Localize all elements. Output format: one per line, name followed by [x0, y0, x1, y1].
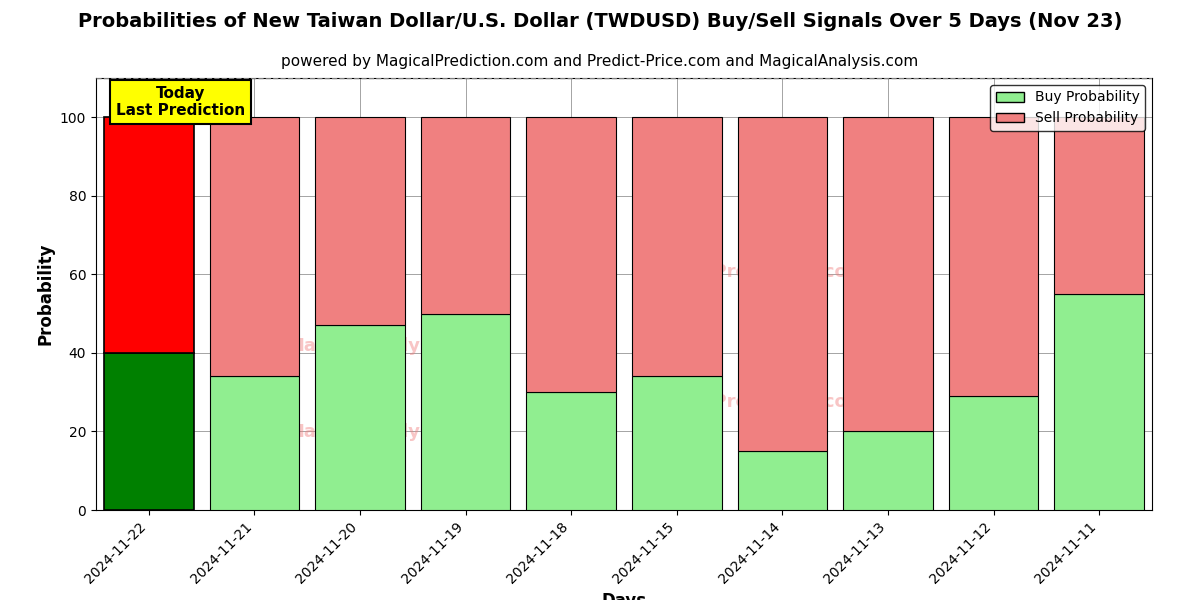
Text: Today
Last Prediction: Today Last Prediction [116, 86, 245, 118]
X-axis label: Days: Days [601, 592, 647, 600]
Bar [844, 117, 932, 431]
Bar [632, 117, 721, 376]
Text: MagicalAnalysis.com: MagicalAnalysis.com [287, 337, 497, 355]
Bar [738, 451, 827, 510]
Text: Probabilities of New Taiwan Dollar/U.S. Dollar (TWDUSD) Buy/Sell Signals Over 5 : Probabilities of New Taiwan Dollar/U.S. … [78, 12, 1122, 31]
Bar [210, 117, 299, 376]
Bar [421, 314, 510, 510]
Bar [949, 396, 1038, 510]
Bar [104, 117, 193, 353]
Legend: Buy Probability, Sell Probability: Buy Probability, Sell Probability [990, 85, 1145, 131]
Bar [1055, 117, 1144, 294]
Bar [527, 392, 616, 510]
Text: MagicalPrediction.com: MagicalPrediction.com [636, 393, 865, 411]
Bar [316, 117, 404, 325]
Bar [316, 325, 404, 510]
Bar [421, 117, 510, 314]
Bar [738, 117, 827, 451]
Bar [527, 117, 616, 392]
Y-axis label: Probability: Probability [36, 243, 54, 345]
Bar [632, 376, 721, 510]
Bar [1055, 294, 1144, 510]
Bar [210, 376, 299, 510]
Bar [844, 431, 932, 510]
Text: MagicalPrediction.com: MagicalPrediction.com [636, 263, 865, 281]
Bar [949, 117, 1038, 396]
Text: powered by MagicalPrediction.com and Predict-Price.com and MagicalAnalysis.com: powered by MagicalPrediction.com and Pre… [281, 54, 919, 69]
Text: MagicalAnalysis.com: MagicalAnalysis.com [287, 423, 497, 441]
Bar [104, 353, 193, 510]
